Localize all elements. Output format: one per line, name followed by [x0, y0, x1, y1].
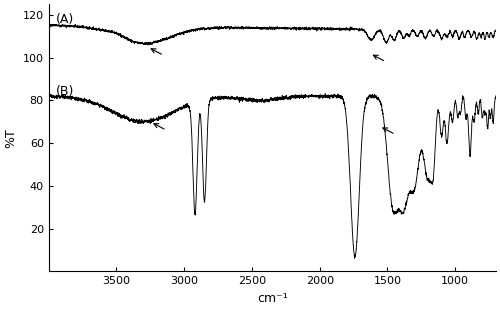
X-axis label: cm⁻¹: cm⁻¹ [257, 292, 288, 305]
Y-axis label: %T: %T [4, 128, 17, 148]
Text: (B): (B) [56, 85, 74, 98]
Text: (A): (A) [56, 13, 74, 26]
